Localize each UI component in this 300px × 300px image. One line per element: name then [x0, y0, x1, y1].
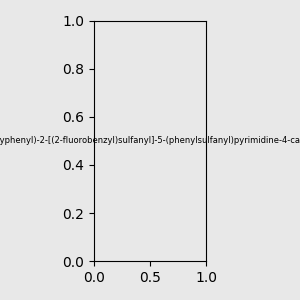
Text: N-(4-ethoxyphenyl)-2-[(2-fluorobenzyl)sulfanyl]-5-(phenylsulfanyl)pyrimidine-4-c: N-(4-ethoxyphenyl)-2-[(2-fluorobenzyl)su…	[0, 136, 300, 146]
